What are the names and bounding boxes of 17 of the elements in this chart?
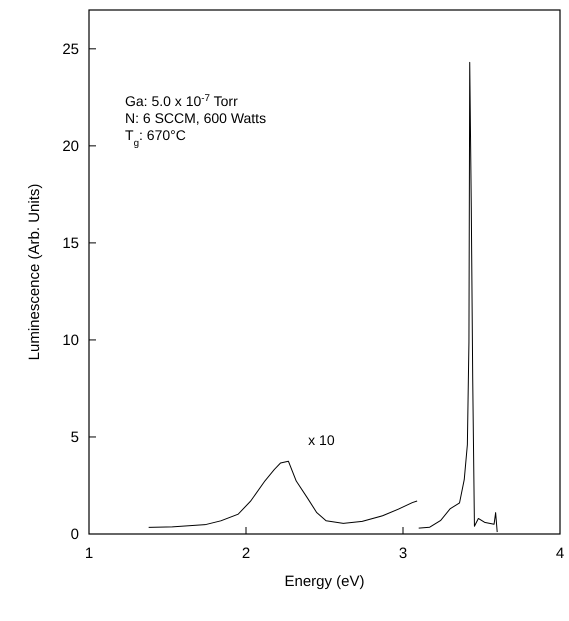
annotation: Ga: 5.0 x 10$^{-7}$ Torr	[125, 92, 238, 109]
y-tick-label: 25	[62, 40, 79, 58]
line-series	[148, 460, 418, 528]
annotation: x 10	[308, 432, 335, 448]
x-tick-label: 1	[84, 545, 94, 562]
x-tick-label: 2	[242, 545, 250, 562]
y-tick-label: 0	[70, 526, 79, 543]
x-tick-label: 4	[556, 545, 564, 562]
y-tick-label: 15	[62, 234, 79, 252]
x-axis-title: Energy (eV)	[284, 573, 365, 590]
y-axis-title: Luminescence (Arb. Units)	[26, 184, 43, 360]
y-tick-label: 20	[62, 138, 79, 155]
x-tick-label: 3	[398, 545, 408, 562]
y-tick-label: 5	[70, 428, 79, 446]
y-tick-label: 10	[62, 332, 79, 349]
annotation: N: 6 SCCM, 600 Watts	[125, 110, 266, 126]
annotation: T$_{g}$: 670°C	[125, 127, 186, 148]
